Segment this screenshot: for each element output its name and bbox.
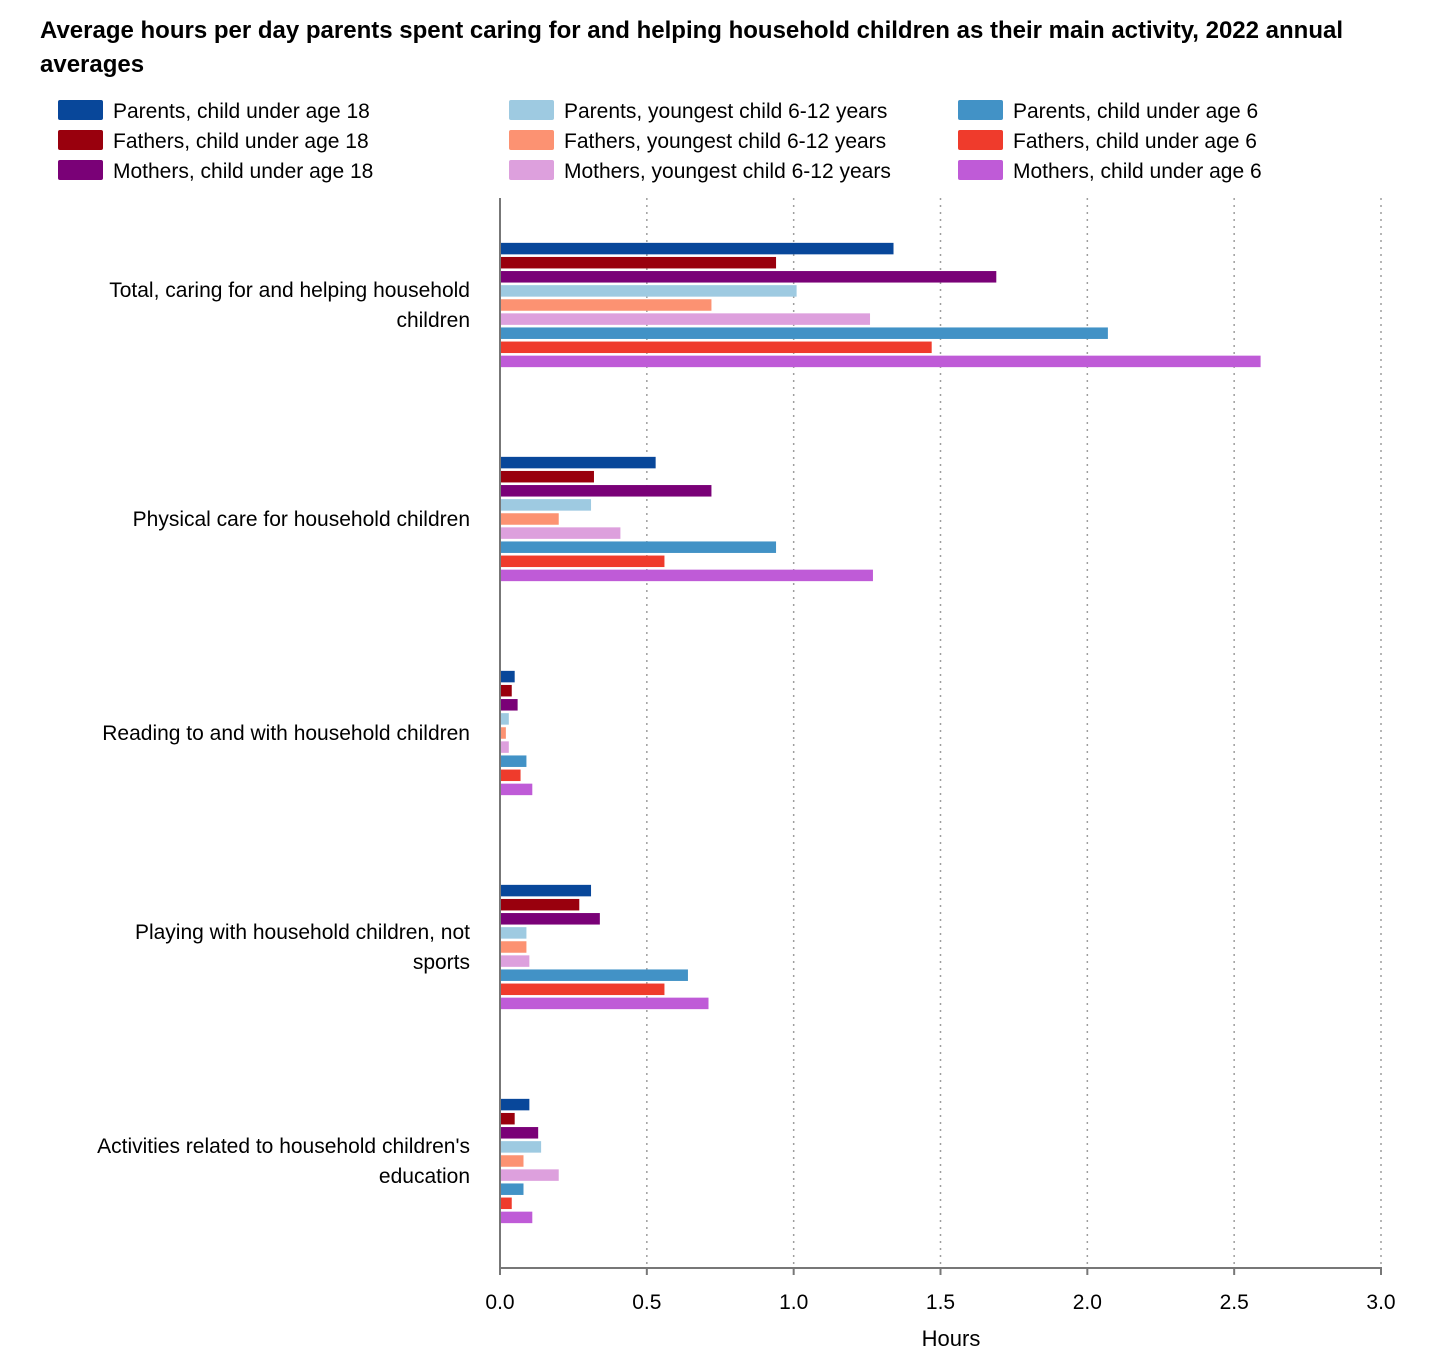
bar	[500, 341, 932, 354]
legend-swatch	[509, 160, 554, 180]
bar	[500, 997, 709, 1010]
category-label: Playing with household children, not spor…	[135, 921, 470, 974]
x-tick-label: 0.0	[485, 1291, 514, 1314]
legend-item: Fathers, child under age 18	[58, 130, 369, 153]
bar	[500, 955, 530, 967]
bar	[500, 769, 521, 782]
legend-item: Fathers, child under age 6	[958, 130, 1257, 153]
bar	[500, 456, 656, 469]
legend-item: Parents, youngest child 6-12 years	[509, 100, 887, 123]
bar	[500, 755, 527, 767]
x-tick-label: 2.5	[1220, 1291, 1249, 1314]
x-tick-label: 1.5	[926, 1291, 955, 1314]
category-label: Physical care for household children	[133, 508, 470, 531]
legend-label: Fathers, child under age 18	[113, 130, 369, 153]
legend-swatch	[58, 160, 103, 180]
bar	[500, 299, 712, 311]
bar	[500, 727, 506, 739]
bar	[500, 941, 527, 953]
legend-swatch	[958, 160, 1003, 180]
x-tick-label: 3.0	[1366, 1291, 1395, 1314]
category-label: Total, caring for and helping household c…	[109, 279, 470, 332]
bar	[500, 927, 527, 939]
bar	[500, 1098, 530, 1111]
legend-label: Mothers, child under age 6	[1013, 160, 1262, 183]
category-label: Reading to and with household children	[102, 722, 470, 745]
bar	[500, 499, 592, 511]
bar	[500, 1112, 515, 1125]
legend-label: Fathers, child under age 6	[1013, 130, 1257, 153]
bar	[500, 1169, 559, 1181]
legend-item: Mothers, child under age 6	[958, 160, 1262, 183]
x-tick-label: 2.0	[1073, 1291, 1102, 1314]
x-tick-label: 1.0	[779, 1291, 808, 1314]
bar	[500, 699, 518, 711]
axes: 0.0 0.5 1.0 1.5 2.0 2.5 3.0	[485, 198, 1396, 1314]
bar	[500, 1183, 524, 1195]
bar	[500, 513, 559, 525]
bar	[500, 313, 871, 325]
bar	[500, 271, 997, 283]
bar	[500, 355, 1261, 368]
bar	[500, 741, 509, 753]
legend-label: Parents, youngest child 6-12 years	[564, 100, 887, 123]
bar	[500, 983, 665, 996]
legend-swatch	[958, 130, 1003, 150]
bar	[500, 541, 777, 553]
legend-item: Parents, child under age 18	[58, 100, 370, 123]
x-tick-label: 0.5	[632, 1291, 661, 1314]
category-label: Activities related to household children…	[97, 1135, 470, 1188]
bar	[500, 1155, 524, 1167]
bar	[500, 969, 688, 981]
category-labels: Total, caring for and helping household c…	[97, 279, 470, 1188]
bar	[500, 1197, 512, 1210]
bars	[500, 242, 1261, 1224]
bar	[500, 527, 621, 539]
bar	[500, 285, 797, 297]
legend-swatch	[509, 130, 554, 150]
bar	[500, 327, 1108, 339]
x-axis-title: Hours	[922, 1326, 981, 1351]
legend-swatch	[958, 100, 1003, 120]
bar	[500, 555, 665, 568]
legend-swatch	[58, 130, 103, 150]
bar	[500, 783, 533, 796]
legend-label: Parents, child under age 6	[1013, 100, 1258, 123]
legend-item: Fathers, youngest child 6-12 years	[509, 130, 886, 153]
legend-swatch	[509, 100, 554, 120]
bar	[500, 470, 594, 483]
bar	[500, 884, 592, 897]
bar	[500, 242, 894, 255]
bar	[500, 1127, 539, 1139]
bar	[500, 913, 600, 925]
chart-title: Average hours per day parents spent cari…	[40, 17, 1343, 78]
legend-label: Mothers, youngest child 6-12 years	[564, 160, 891, 183]
bar	[500, 569, 873, 582]
legend: Parents, child under age 18 Fathers, chil…	[58, 100, 1262, 183]
legend-label: Parents, child under age 18	[113, 100, 370, 123]
legend-label: Fathers, youngest child 6-12 years	[564, 130, 886, 153]
legend-label: Mothers, child under age 18	[113, 160, 373, 183]
legend-item: Mothers, youngest child 6-12 years	[509, 160, 891, 183]
legend-item: Parents, child under age 6	[958, 100, 1258, 123]
legend-item: Mothers, child under age 18	[58, 160, 373, 183]
bar	[500, 485, 712, 497]
bar	[500, 256, 777, 269]
bar	[500, 684, 512, 697]
bar	[500, 898, 580, 911]
legend-swatch	[58, 100, 103, 120]
bar	[500, 1211, 533, 1224]
bar	[500, 713, 509, 725]
bar	[500, 1141, 542, 1153]
bar	[500, 670, 515, 683]
